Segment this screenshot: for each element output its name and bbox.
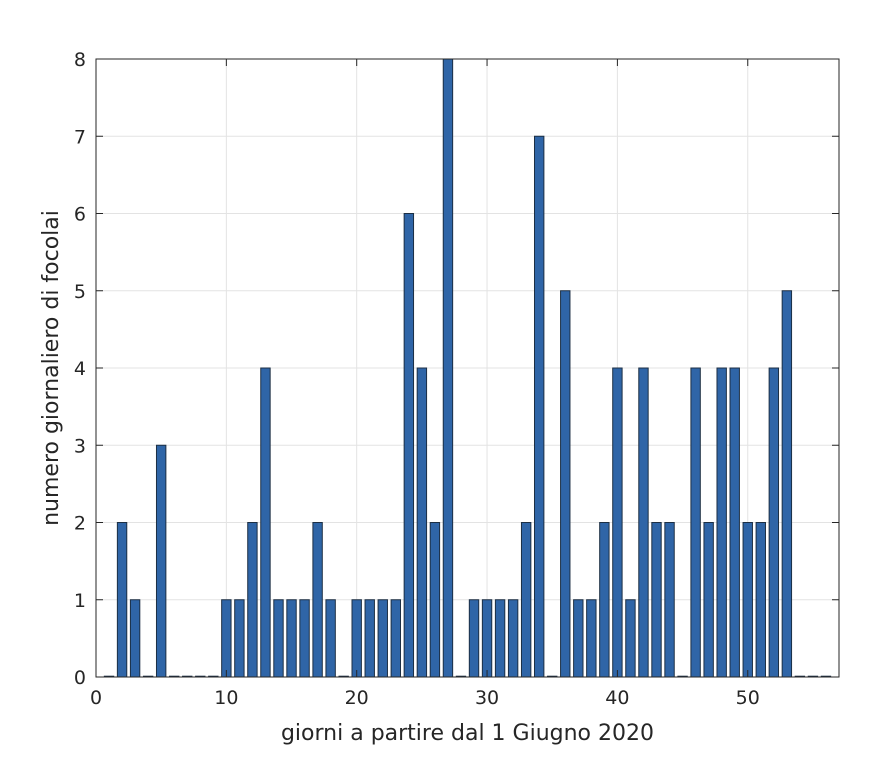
y-tick-label-6: 6	[74, 204, 86, 226]
bar-series	[103, 58, 832, 678]
bar-day-17	[312, 522, 323, 678]
bar-day-43	[651, 522, 662, 678]
bar-day-37	[573, 599, 584, 678]
bar-day-13	[260, 367, 271, 678]
bar-day-25	[416, 367, 428, 678]
bar-day-16	[299, 599, 310, 678]
y-tick-labels: 0 1 2 3 4 5 6 7 8	[74, 49, 86, 689]
tick-marks	[95, 58, 839, 678]
x-tick-label-30: 30	[475, 687, 499, 709]
bar-day-23	[390, 599, 402, 678]
bar-day-15	[286, 599, 297, 678]
bar-day-44	[664, 522, 675, 678]
bar-day-27	[442, 58, 454, 678]
bar-day-53	[781, 290, 793, 678]
x-tick-label-40: 40	[605, 687, 629, 709]
y-tick-label-2: 2	[74, 513, 86, 535]
bar-day-14	[273, 599, 284, 678]
bar-day-26	[429, 522, 441, 678]
bar-day-29	[468, 599, 480, 678]
bar-day-21	[364, 599, 375, 678]
bar-day-30	[481, 599, 493, 678]
bar-day-47	[703, 522, 714, 678]
bar-day-41	[625, 599, 636, 678]
bar-day-3	[129, 599, 141, 678]
y-tick-label-1: 1	[74, 590, 86, 612]
bar-day-48	[716, 367, 727, 678]
bar-day-12	[247, 522, 258, 678]
x-tick-label-0: 0	[90, 687, 102, 709]
x-tick-label-20: 20	[345, 687, 369, 709]
bar-day-11	[234, 599, 245, 678]
bar-day-33	[520, 522, 532, 678]
bar-day-39	[599, 522, 610, 678]
y-tick-label-0: 0	[74, 667, 86, 689]
bar-day-38	[586, 599, 597, 678]
x-tick-label-10: 10	[214, 687, 238, 709]
bar-day-52	[768, 367, 780, 678]
grid-lines	[95, 58, 839, 678]
bar-day-5	[155, 444, 167, 678]
y-tick-label-4: 4	[74, 358, 86, 380]
bar-day-24	[403, 213, 415, 678]
bar-day-49	[729, 367, 740, 678]
bar-day-36	[560, 290, 571, 678]
bar-day-18	[325, 599, 336, 678]
x-tick-label-50: 50	[736, 687, 760, 709]
bar-day-34	[533, 135, 545, 678]
y-tick-label-8: 8	[74, 49, 86, 71]
y-tick-label-7: 7	[74, 126, 86, 148]
bar-day-10	[221, 599, 232, 678]
bar-day-42	[638, 367, 649, 678]
bar-day-32	[507, 599, 519, 678]
x-axis-label: giorni a partire dal 1 Giugno 2020	[281, 721, 654, 746]
bar-day-31	[494, 599, 506, 678]
bar-day-22	[377, 599, 388, 678]
x-tick-labels: 0 10 20 30 40 50	[90, 687, 760, 709]
y-tick-label-5: 5	[74, 281, 86, 303]
bar-day-40	[612, 367, 623, 678]
bar-day-2	[116, 522, 128, 678]
bar-day-51	[755, 522, 766, 678]
bar-day-46	[690, 367, 701, 678]
y-tick-label-3: 3	[74, 435, 86, 457]
bar-day-50	[742, 522, 753, 678]
y-axis-label: numero giornaliero di focolai	[39, 210, 64, 526]
bar-day-20	[351, 599, 362, 678]
